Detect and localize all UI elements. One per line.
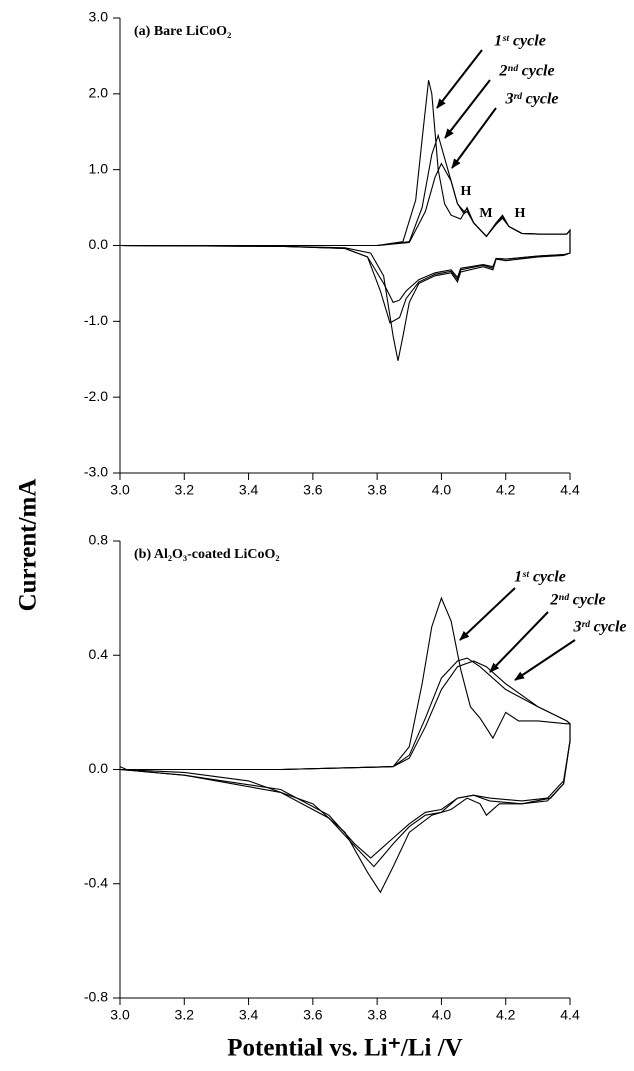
x-tick-label: 3.6 <box>303 482 323 498</box>
y-tick-label: 0.8 <box>89 532 109 548</box>
arrow <box>451 107 497 169</box>
y-tick-label: -0.8 <box>84 989 108 1005</box>
x-tick-label: 3.2 <box>175 1007 195 1023</box>
y-tick-label: -3.0 <box>84 464 108 480</box>
annotation: 3ʳᵈ cycle <box>572 619 626 636</box>
x-tick-label: 3.0 <box>110 482 130 498</box>
annotation: 2ⁿᵈ cycle <box>549 592 605 609</box>
y-tick-label: 0.0 <box>89 236 109 252</box>
arrow <box>514 639 576 681</box>
x-tick-label: 4.2 <box>496 1007 516 1023</box>
x-tick-label: 3.0 <box>110 1007 130 1023</box>
cv-curve <box>119 657 571 868</box>
y-axis-label: Current/mA <box>15 479 42 612</box>
annotation: 2ⁿᵈ cycle <box>498 63 554 80</box>
arrow <box>436 49 483 109</box>
x-tick-label: 3.8 <box>367 1007 387 1023</box>
cv-curve <box>119 133 571 324</box>
cv-curve <box>119 162 571 304</box>
y-tick-label: -1.0 <box>84 312 108 328</box>
annotation: H <box>515 206 526 221</box>
annotation: 3ʳᵈ cycle <box>504 91 558 108</box>
cv-curve <box>119 660 571 859</box>
x-tick-label: 3.4 <box>239 1007 259 1023</box>
x-tick-label: 4.4 <box>560 482 580 498</box>
arrow <box>459 587 516 641</box>
arrow <box>444 79 491 139</box>
x-tick-label: 3.4 <box>239 482 259 498</box>
y-tick-label: 0.4 <box>89 646 109 662</box>
y-tick-label: 1.0 <box>89 160 109 176</box>
annotation: H <box>461 184 472 199</box>
cv-curve <box>119 80 571 361</box>
x-tick-label: 4.2 <box>496 482 516 498</box>
x-tick-label: 4.4 <box>560 1007 580 1023</box>
y-tick-label: -0.4 <box>84 874 108 890</box>
y-tick-label: 3.0 <box>89 9 109 25</box>
y-tick-label: -2.0 <box>84 388 108 404</box>
annotation: 1ˢᵗ cycle <box>514 569 566 586</box>
panel-title: (a) Bare LiCoO₂ <box>134 24 231 39</box>
x-tick-label: 3.8 <box>367 482 387 498</box>
x-axis-label: Potential vs. Li⁺/Li /V <box>227 1035 462 1062</box>
annotation: 1ˢᵗ cycle <box>494 33 546 50</box>
x-tick-label: 4.0 <box>432 482 452 498</box>
cv-curve <box>119 596 571 894</box>
x-tick-label: 3.6 <box>303 1007 323 1023</box>
x-tick-label: 4.0 <box>432 1007 452 1023</box>
annotation: M <box>479 206 492 221</box>
y-tick-label: 0.0 <box>89 760 109 776</box>
x-tick-label: 3.2 <box>175 482 195 498</box>
arrow <box>489 611 549 673</box>
panel-title: (b) Al₂O₃-coated LiCoO₂ <box>134 547 280 562</box>
y-tick-label: 2.0 <box>89 85 109 101</box>
